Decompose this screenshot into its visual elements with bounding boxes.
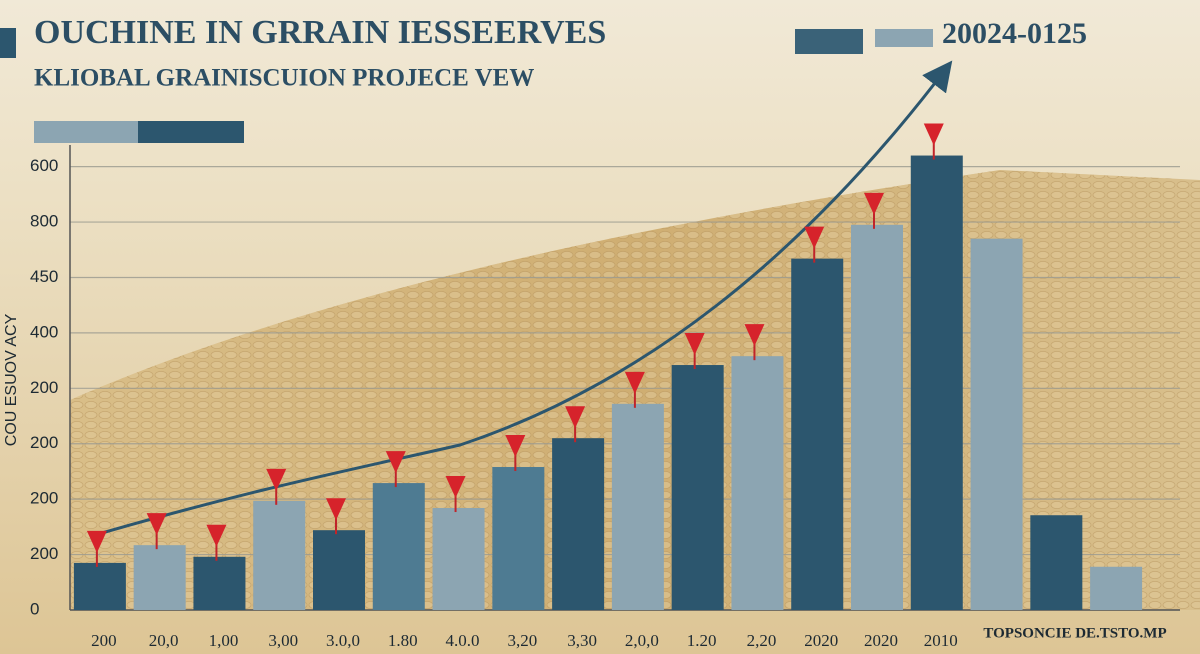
x-tick-label: 1.80 (388, 631, 418, 650)
chart-subtitle: KLIOBAL GRAINISCUION PROJECE VEW (34, 65, 534, 92)
x-tick-label: 2020 (864, 631, 898, 650)
x-tick-label: 3.0,0 (326, 631, 360, 650)
marker-pin (864, 192, 884, 215)
x-tick-label: 2020 (804, 631, 838, 650)
marker-pin (565, 406, 586, 429)
source-note: TOPSONCIE DE.TSTO.MP (983, 625, 1166, 641)
marker-pin (206, 524, 227, 547)
marker-pin (505, 435, 526, 458)
y-tick-label: 200 (30, 489, 58, 508)
plot-area: 0 200 200 200 200 400 450 800 600 200 20,0 1,00 3,00… (30, 145, 1180, 650)
y-tick-label: 200 (30, 544, 58, 563)
legend-swatch (138, 121, 244, 143)
x-tick-label: 1,00 (209, 631, 239, 650)
marker-pin (445, 476, 466, 499)
x-tick-label: 3,30 (567, 631, 597, 650)
header-block (0, 28, 16, 58)
marker-pin (385, 451, 406, 474)
y-axis-label: COU ESUOV ACY (3, 313, 20, 446)
legend-swatch (795, 29, 863, 54)
bar (1090, 566, 1143, 610)
marker-pin (624, 371, 645, 394)
bar (313, 530, 365, 610)
bar (1030, 515, 1083, 610)
bar (133, 545, 186, 610)
x-tick-label: 1.20 (687, 631, 717, 650)
marker-pin (923, 123, 944, 146)
y-tick-label: 450 (30, 267, 58, 286)
bar (671, 365, 724, 610)
bar (253, 500, 306, 610)
x-tick-label: 3,00 (268, 631, 298, 650)
marker-pin (684, 333, 705, 356)
bar (731, 356, 784, 610)
markers (86, 123, 944, 567)
x-tick-label: 20,0 (149, 631, 179, 650)
x-tick-label: 2,0,0 (625, 631, 659, 650)
y-tick-label: 800 (30, 212, 58, 231)
y-tick-label: 200 (30, 433, 58, 452)
x-tick-label: 2,20 (747, 631, 777, 650)
bar (791, 258, 844, 610)
bar (970, 238, 1023, 611)
bar (492, 467, 545, 610)
legend-swatch (34, 121, 138, 143)
x-tick-label: 3,20 (507, 631, 537, 650)
x-tick-label: 2010 (924, 631, 958, 650)
marker-pin (326, 498, 346, 521)
y-tick-label: 600 (30, 156, 58, 175)
marker-pin (86, 530, 107, 553)
chart-title: OUCHINE IN GRRAIN IESSEERVES (34, 14, 606, 51)
date-label: 20024-0125 (942, 17, 1087, 50)
marker-pin (744, 324, 765, 347)
trend-arrow (94, 60, 953, 537)
bar (193, 556, 246, 610)
y-tick-label: 0 (30, 599, 39, 618)
bar (910, 155, 963, 610)
bar (552, 438, 605, 610)
x-tick-label: 4.0.0 (446, 631, 480, 650)
bar (432, 508, 485, 610)
y-tick-label: 400 (30, 322, 58, 341)
y-tick-label: 200 (30, 378, 58, 397)
bar (851, 224, 903, 610)
marker-pin (266, 468, 287, 491)
bar (611, 403, 664, 610)
x-tick-label: 200 (91, 631, 117, 650)
bar (73, 562, 126, 610)
legend-swatch (875, 29, 933, 47)
marker-pin (804, 226, 825, 249)
bar (372, 483, 425, 610)
marker-pin (146, 513, 167, 536)
